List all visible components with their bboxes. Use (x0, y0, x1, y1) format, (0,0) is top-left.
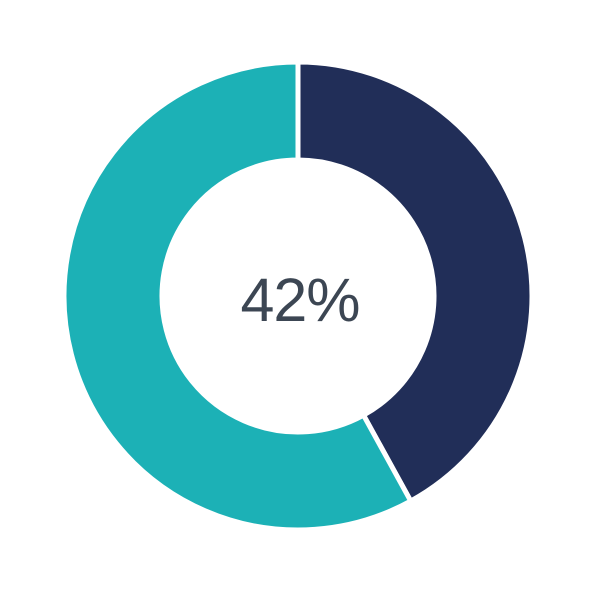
donut-segment-remainder (61, 59, 415, 533)
donut-segment-highlighted-value (295, 59, 535, 505)
